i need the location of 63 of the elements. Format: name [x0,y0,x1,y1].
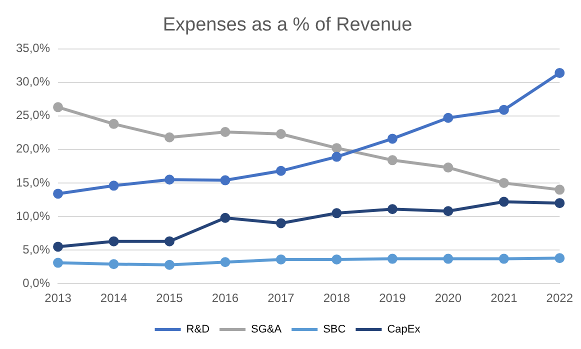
point [387,204,398,214]
point [164,236,174,246]
point [554,198,565,208]
x-tick-label: 2020 [434,291,462,306]
y-tick-label: 15,0% [16,175,50,190]
x-tick-label: 2013 [44,291,72,306]
point [276,254,286,264]
point [443,254,454,264]
point [108,236,119,246]
y-tick-label: 30,0% [16,74,50,89]
point [276,166,286,176]
x-tick-label: 2014 [100,291,128,306]
x-tick-label: 2019 [379,291,406,306]
point [554,68,565,78]
point [498,104,509,115]
x-tick-label: 2018 [323,291,350,306]
point [498,254,509,264]
x-tick-label: 2017 [268,291,295,306]
y-tick-label: 35,0% [16,41,50,56]
point [220,175,230,186]
point [332,208,342,218]
legend-label: CapEx [387,324,421,336]
point [554,253,565,264]
x-tick-label: 2022 [546,291,574,306]
legend-label: SBC [323,324,346,336]
point [164,174,174,185]
point [220,212,230,223]
point [443,206,454,216]
point [53,102,64,112]
point [164,132,174,142]
point [276,218,286,228]
point [220,126,230,137]
point [332,254,342,264]
point [498,178,509,188]
x-tick-label: 2015 [156,291,184,306]
y-tick-label: 0,0% [22,276,50,290]
legend-label: SG&A [251,324,282,336]
chart-title: Expenses as a % of Revenue [162,14,412,36]
point [53,242,64,252]
point [108,259,119,270]
y-tick-label: 25,0% [16,108,50,122]
y-tick-label: 20,0% [16,142,50,156]
x-tick-label: 2021 [490,291,518,306]
y-tick-label: 5,0% [22,242,50,256]
point [498,196,509,207]
point [220,257,230,268]
point [276,129,286,139]
point [387,155,398,166]
point [387,134,398,144]
point [53,258,64,268]
y-tick-label: 10,0% [16,208,50,223]
point [108,118,119,129]
x-tick-label: 2016 [212,291,239,306]
point [332,143,342,154]
point [387,254,398,264]
legend-label: R&D [186,324,210,336]
point [332,152,342,162]
point [554,184,565,195]
point [53,188,64,199]
point [443,112,454,123]
point [164,260,174,270]
point [443,162,454,173]
point [108,180,119,191]
